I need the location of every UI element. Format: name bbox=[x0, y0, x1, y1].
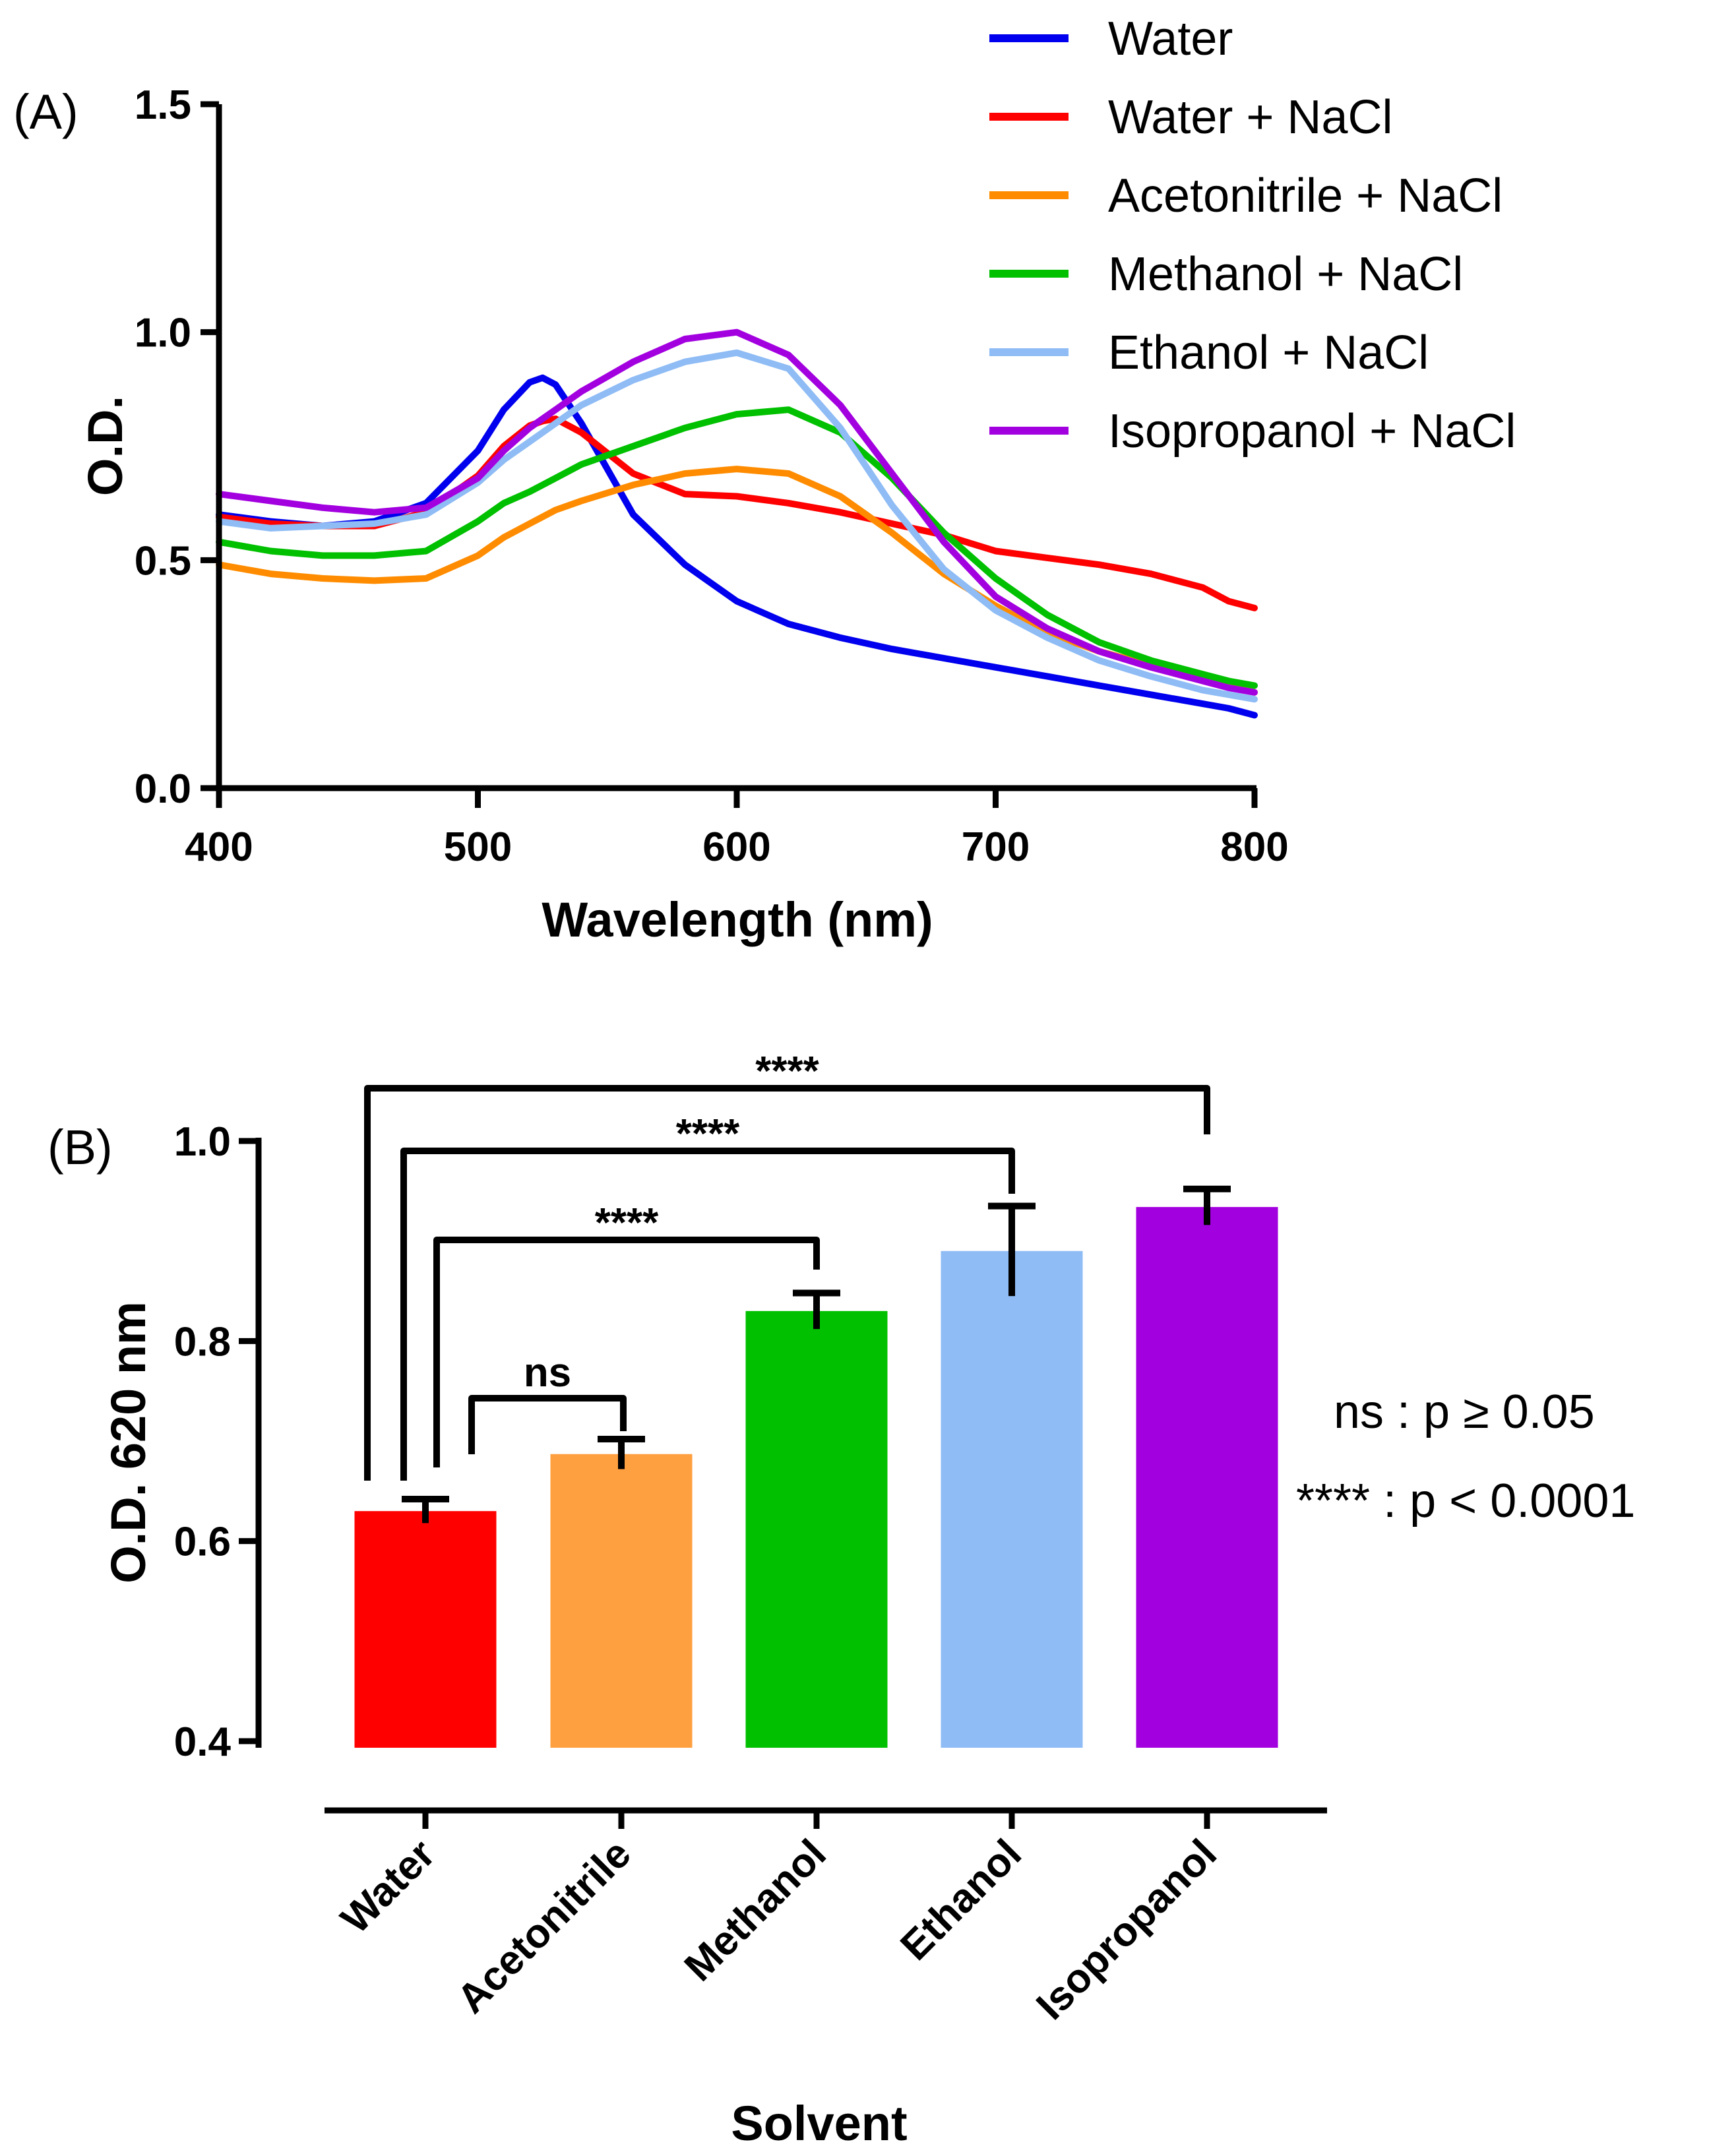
panel-a-x-axis-title: Wavelength (nm) bbox=[542, 892, 933, 947]
panel-a-x-ticks: 400 500 600 700 800 bbox=[185, 788, 1289, 870]
significance-label-acetonitrile: ns bbox=[524, 1350, 571, 1396]
x-tick-label-ethanol: Ethanol bbox=[892, 1831, 1030, 1969]
bar-methanol bbox=[745, 1310, 888, 1748]
panel-b-label: (B) bbox=[47, 1120, 113, 1175]
legend-label-water-nacl: Water + NaCl bbox=[1108, 91, 1392, 144]
bar-water bbox=[354, 1511, 497, 1748]
line-series-isopropanol-nacl bbox=[216, 328, 1258, 696]
panel-b: (B) 0.4 0.6 0.8 1.0 Water Acetonitrile Methan… bbox=[47, 1049, 1635, 2151]
panel-a-label: (A) bbox=[13, 84, 78, 139]
significance-note-ns: ns : p ≥ 0.05 bbox=[1334, 1386, 1595, 1438]
significance-label-methanol: **** bbox=[595, 1200, 659, 1246]
panel-b-y-ticks: 0.4 0.6 0.8 1.0 bbox=[174, 1119, 259, 1765]
panel-b-x-axis-title: Solvent bbox=[731, 2096, 907, 2151]
significance-label-ethanol: **** bbox=[676, 1111, 740, 1157]
panel-b-significance-brackets: ns **** **** **** bbox=[364, 1049, 1210, 1481]
significance-label-isopropanol: **** bbox=[755, 1049, 819, 1094]
panel-a-y-axis-title: O.D. bbox=[78, 396, 133, 496]
y-tick-label: 0.0 bbox=[135, 766, 191, 812]
x-tick-label: 400 bbox=[185, 824, 253, 870]
x-tick-label: 600 bbox=[702, 824, 770, 870]
y-tick-label: 0.4 bbox=[174, 1719, 232, 1765]
line-series-methanol-nacl bbox=[216, 406, 1258, 689]
line-series-ethanol-nacl bbox=[216, 349, 1258, 703]
line-series-water bbox=[216, 374, 1258, 719]
y-tick-label: 0.5 bbox=[135, 538, 191, 584]
x-tick-label: 800 bbox=[1220, 824, 1288, 870]
legend-label-acetonitrile-nacl: Acetonitrile + NaCl bbox=[1108, 169, 1503, 222]
legend-label-water: Water bbox=[1108, 13, 1233, 65]
bar-acetonitrile bbox=[550, 1454, 693, 1748]
bar-isopropanol bbox=[1136, 1207, 1278, 1748]
panel-a-y-ticks: 0.0 0.5 1.0 1.5 bbox=[135, 82, 219, 812]
bracket-water-acetonitrile bbox=[468, 1395, 627, 1454]
y-tick-label: 1.0 bbox=[174, 1119, 231, 1165]
panel-a-lines bbox=[216, 328, 1258, 719]
panel-b-bars bbox=[354, 1207, 1278, 1748]
bracket-water-isopropanol bbox=[364, 1085, 1210, 1481]
panel-b-x-ticks: Water Acetonitrile Methanol EthanolIsopropa… bbox=[332, 1810, 1225, 2029]
x-tick-label: 500 bbox=[444, 824, 512, 870]
bar-ethanol bbox=[941, 1250, 1083, 1748]
y-tick-label: 1.5 bbox=[135, 82, 191, 128]
panel-b-error-bars bbox=[402, 1185, 1231, 1524]
legend-label-isopropanol-nacl: Isopropanol + NaCl bbox=[1108, 405, 1516, 458]
x-tick-label-water: Water bbox=[332, 1831, 444, 1942]
panel-b-y-axis-title: O.D. 620 nm bbox=[101, 1301, 156, 1584]
panel-a-legend: Water Water + NaCl Acetonitrile + NaCl Meth… bbox=[989, 13, 1516, 458]
x-tick-label-acetonitrile: Acetonitrile bbox=[449, 1831, 640, 2022]
x-tick-label-isopropanol: Isopropanol bbox=[1028, 1831, 1225, 2029]
bracket-water-ethanol bbox=[400, 1148, 1015, 1481]
legend-label-methanol-nacl: Methanol + NaCl bbox=[1108, 248, 1463, 301]
panel-a: (A) 0.0 0.5 1.0 1.5 400 500 600 700 800 Wavelen… bbox=[13, 13, 1516, 947]
legend-label-ethanol-nacl: Ethanol + NaCl bbox=[1108, 326, 1429, 379]
x-tick-label: 700 bbox=[962, 824, 1030, 870]
significance-note-four-stars: **** : p < 0.0001 bbox=[1296, 1475, 1635, 1527]
bracket-water-methanol bbox=[433, 1237, 820, 1467]
y-tick-label: 1.0 bbox=[135, 311, 191, 356]
y-tick-label: 0.8 bbox=[174, 1319, 231, 1365]
x-tick-label-methanol: Methanol bbox=[676, 1831, 835, 1990]
y-tick-label: 0.6 bbox=[174, 1520, 231, 1565]
